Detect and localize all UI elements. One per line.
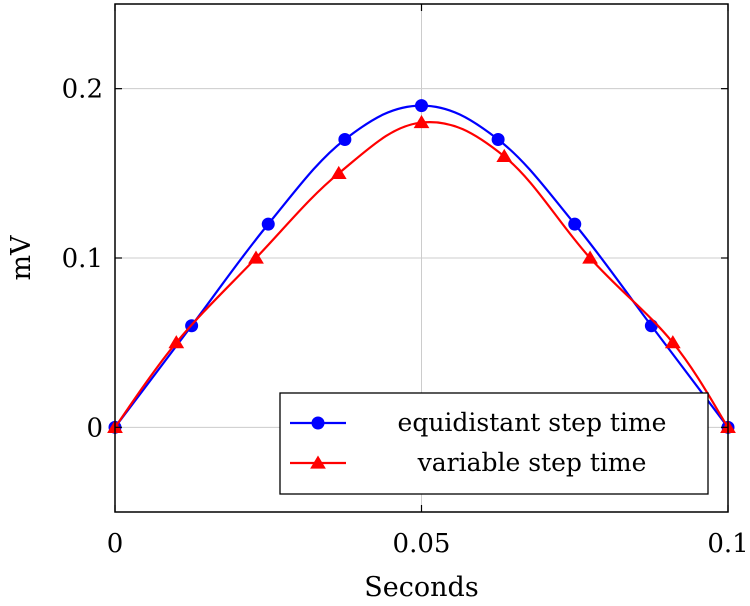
tick-labels: 0 0.05 0.1 0 0.1 0.2: [62, 4, 749, 559]
data-point: [415, 99, 428, 113]
x-tick-label: 0: [107, 529, 124, 559]
legend-marker: [311, 416, 325, 430]
legend-label: equidistant step time: [398, 408, 667, 437]
data-point: [248, 250, 264, 264]
plot-series: [107, 99, 736, 434]
legend-box: [279, 392, 709, 495]
x-tick-label: 0.05: [393, 529, 451, 559]
legend: equidistant step time variable step time: [279, 392, 709, 495]
y-tick-label: 0.2: [62, 75, 103, 105]
data-point: [330, 165, 347, 179]
data-point: [261, 217, 275, 231]
legend-marker: [310, 455, 326, 469]
x-tick-label: 0.1: [707, 529, 748, 559]
data-point: [491, 132, 505, 146]
data-point: [568, 217, 582, 231]
y-tick-label: 0.1: [62, 244, 103, 274]
y-axis-label: mV: [6, 235, 37, 281]
data-point: [168, 335, 185, 349]
data-point: [664, 335, 681, 349]
data-point: [496, 148, 513, 163]
data-point: [644, 319, 658, 333]
data-point: [582, 250, 598, 264]
data-point: [338, 132, 352, 146]
legend-item: equidistant step time: [290, 408, 666, 437]
data-point: [413, 115, 430, 129]
legend-item: variable step time: [290, 448, 646, 477]
y-tick-label: 0: [86, 413, 103, 443]
legend-label: variable step time: [417, 448, 647, 477]
x-axis-label: Seconds: [364, 572, 478, 603]
